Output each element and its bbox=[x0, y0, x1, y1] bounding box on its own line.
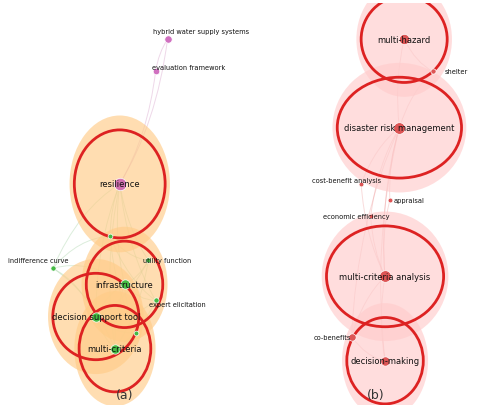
Text: multi-criteria analysis: multi-criteria analysis bbox=[340, 272, 430, 281]
Text: expert elicitation: expert elicitation bbox=[148, 302, 206, 308]
Ellipse shape bbox=[322, 212, 448, 341]
Point bbox=[366, 213, 374, 220]
Text: indifference curve: indifference curve bbox=[8, 258, 68, 264]
Text: multi-criteria: multi-criteria bbox=[88, 344, 142, 353]
Point bbox=[111, 346, 119, 352]
Ellipse shape bbox=[332, 64, 466, 193]
Ellipse shape bbox=[356, 0, 452, 98]
Point bbox=[106, 233, 114, 240]
Point bbox=[357, 181, 365, 188]
Text: (a): (a) bbox=[116, 388, 134, 401]
Point bbox=[348, 333, 356, 340]
Text: disaster risk management: disaster risk management bbox=[344, 124, 455, 133]
Point bbox=[116, 181, 124, 188]
Text: hybrid water supply systems: hybrid water supply systems bbox=[153, 29, 249, 35]
Ellipse shape bbox=[342, 303, 428, 409]
Text: infrastructure: infrastructure bbox=[96, 280, 154, 289]
Text: decision support tool: decision support tool bbox=[52, 312, 140, 321]
Text: co-benefits: co-benefits bbox=[314, 334, 351, 340]
Point bbox=[152, 69, 160, 76]
Ellipse shape bbox=[70, 116, 170, 253]
Text: economic efficiency: economic efficiency bbox=[323, 213, 390, 220]
Text: multi-hazard: multi-hazard bbox=[378, 36, 431, 45]
Point bbox=[144, 257, 152, 264]
Point bbox=[381, 273, 389, 280]
Point bbox=[92, 313, 100, 320]
Text: shelter: shelter bbox=[445, 69, 468, 75]
Ellipse shape bbox=[48, 259, 144, 374]
Point bbox=[400, 37, 408, 43]
Point bbox=[152, 297, 160, 304]
Text: (b): (b) bbox=[366, 388, 384, 401]
Point bbox=[396, 125, 404, 132]
Point bbox=[49, 265, 57, 272]
Point bbox=[386, 197, 394, 204]
Text: evaluation framework: evaluation framework bbox=[152, 65, 226, 71]
Point bbox=[164, 37, 172, 43]
Point bbox=[429, 69, 437, 76]
Text: decision-making: decision-making bbox=[350, 356, 420, 365]
Text: cost-benefit analysis: cost-benefit analysis bbox=[312, 178, 382, 184]
Text: resilience: resilience bbox=[100, 180, 140, 189]
Text: utility function: utility function bbox=[144, 258, 192, 264]
Point bbox=[120, 281, 128, 288]
Ellipse shape bbox=[74, 291, 156, 406]
Point bbox=[381, 357, 389, 364]
Text: appraisal: appraisal bbox=[394, 198, 424, 204]
Ellipse shape bbox=[82, 227, 168, 342]
Point bbox=[132, 330, 140, 336]
